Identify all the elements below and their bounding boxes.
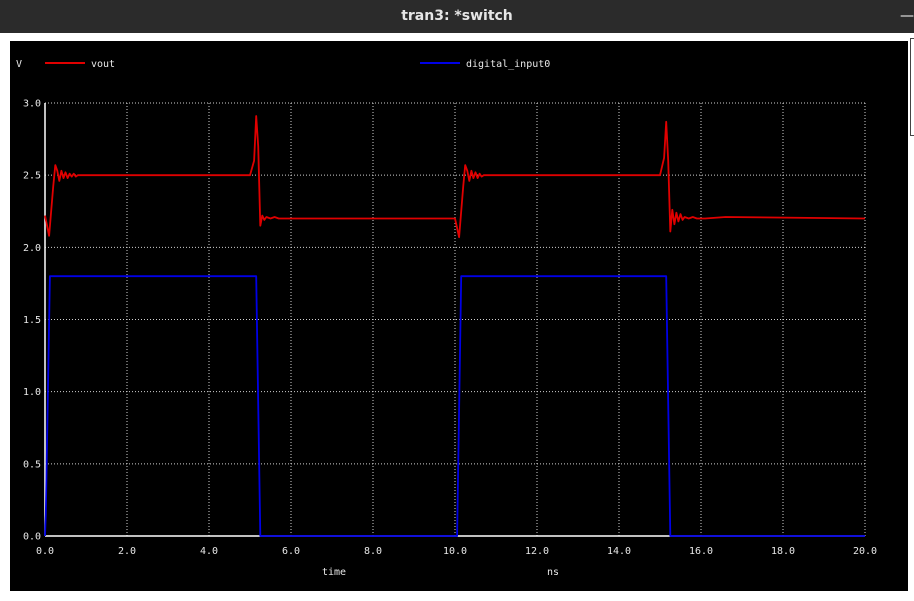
y-tick-label: 1.0 xyxy=(23,387,41,398)
window-title: tran3: *switch xyxy=(401,8,513,24)
x-axis-unit: ns xyxy=(547,567,559,578)
x-tick-label: 0.0 xyxy=(36,546,54,557)
minimize-icon[interactable] xyxy=(900,8,914,24)
legend: vout digital_input0 xyxy=(45,59,550,70)
legend-label: vout xyxy=(91,59,115,70)
x-tick-label: 18.0 xyxy=(771,546,795,557)
y-tick-label: 0.0 xyxy=(23,532,41,543)
series-digital-input0-line xyxy=(44,275,865,537)
plot-svg[interactable]: 0.0 2.0 4.0 6.0 8.0 10.0 12.0 14.0 16.0 18.0 20.0 0… xyxy=(10,41,908,591)
x-tick-label: 6.0 xyxy=(282,546,300,557)
x-tick-label: 2.0 xyxy=(118,546,136,557)
tick-labels: 0.0 2.0 4.0 6.0 8.0 10.0 12.0 14.0 16.0 18.0 20.0 0… xyxy=(23,99,877,558)
x-tick-label: 20.0 xyxy=(853,546,877,557)
y-axis-label: V xyxy=(16,59,22,70)
plot-canvas[interactable]: 0.0 2.0 4.0 6.0 8.0 10.0 12.0 14.0 16.0 18.0 20.0 0… xyxy=(10,41,908,591)
x-tick-label: 8.0 xyxy=(364,546,382,557)
x-tick-label: 4.0 xyxy=(200,546,218,557)
x-tick-label: 16.0 xyxy=(689,546,713,557)
x-tick-label: 14.0 xyxy=(607,546,631,557)
legend-label: digital_input0 xyxy=(466,59,550,70)
grid xyxy=(45,102,866,536)
side-panel-edge xyxy=(910,38,914,136)
title-bar: tran3: *switch xyxy=(0,0,914,33)
x-tick-label: 12.0 xyxy=(525,546,549,557)
y-tick-label: 1.5 xyxy=(23,315,41,326)
traces xyxy=(44,115,866,537)
x-tick-label: 10.0 xyxy=(443,546,467,557)
y-tick-label: 2.0 xyxy=(23,243,41,254)
y-tick-label: 3.0 xyxy=(23,99,41,110)
y-tick-label: 2.5 xyxy=(23,171,41,182)
x-axis-label: time xyxy=(322,567,346,578)
y-tick-label: 0.5 xyxy=(23,459,41,470)
series-vout-line xyxy=(44,115,866,239)
